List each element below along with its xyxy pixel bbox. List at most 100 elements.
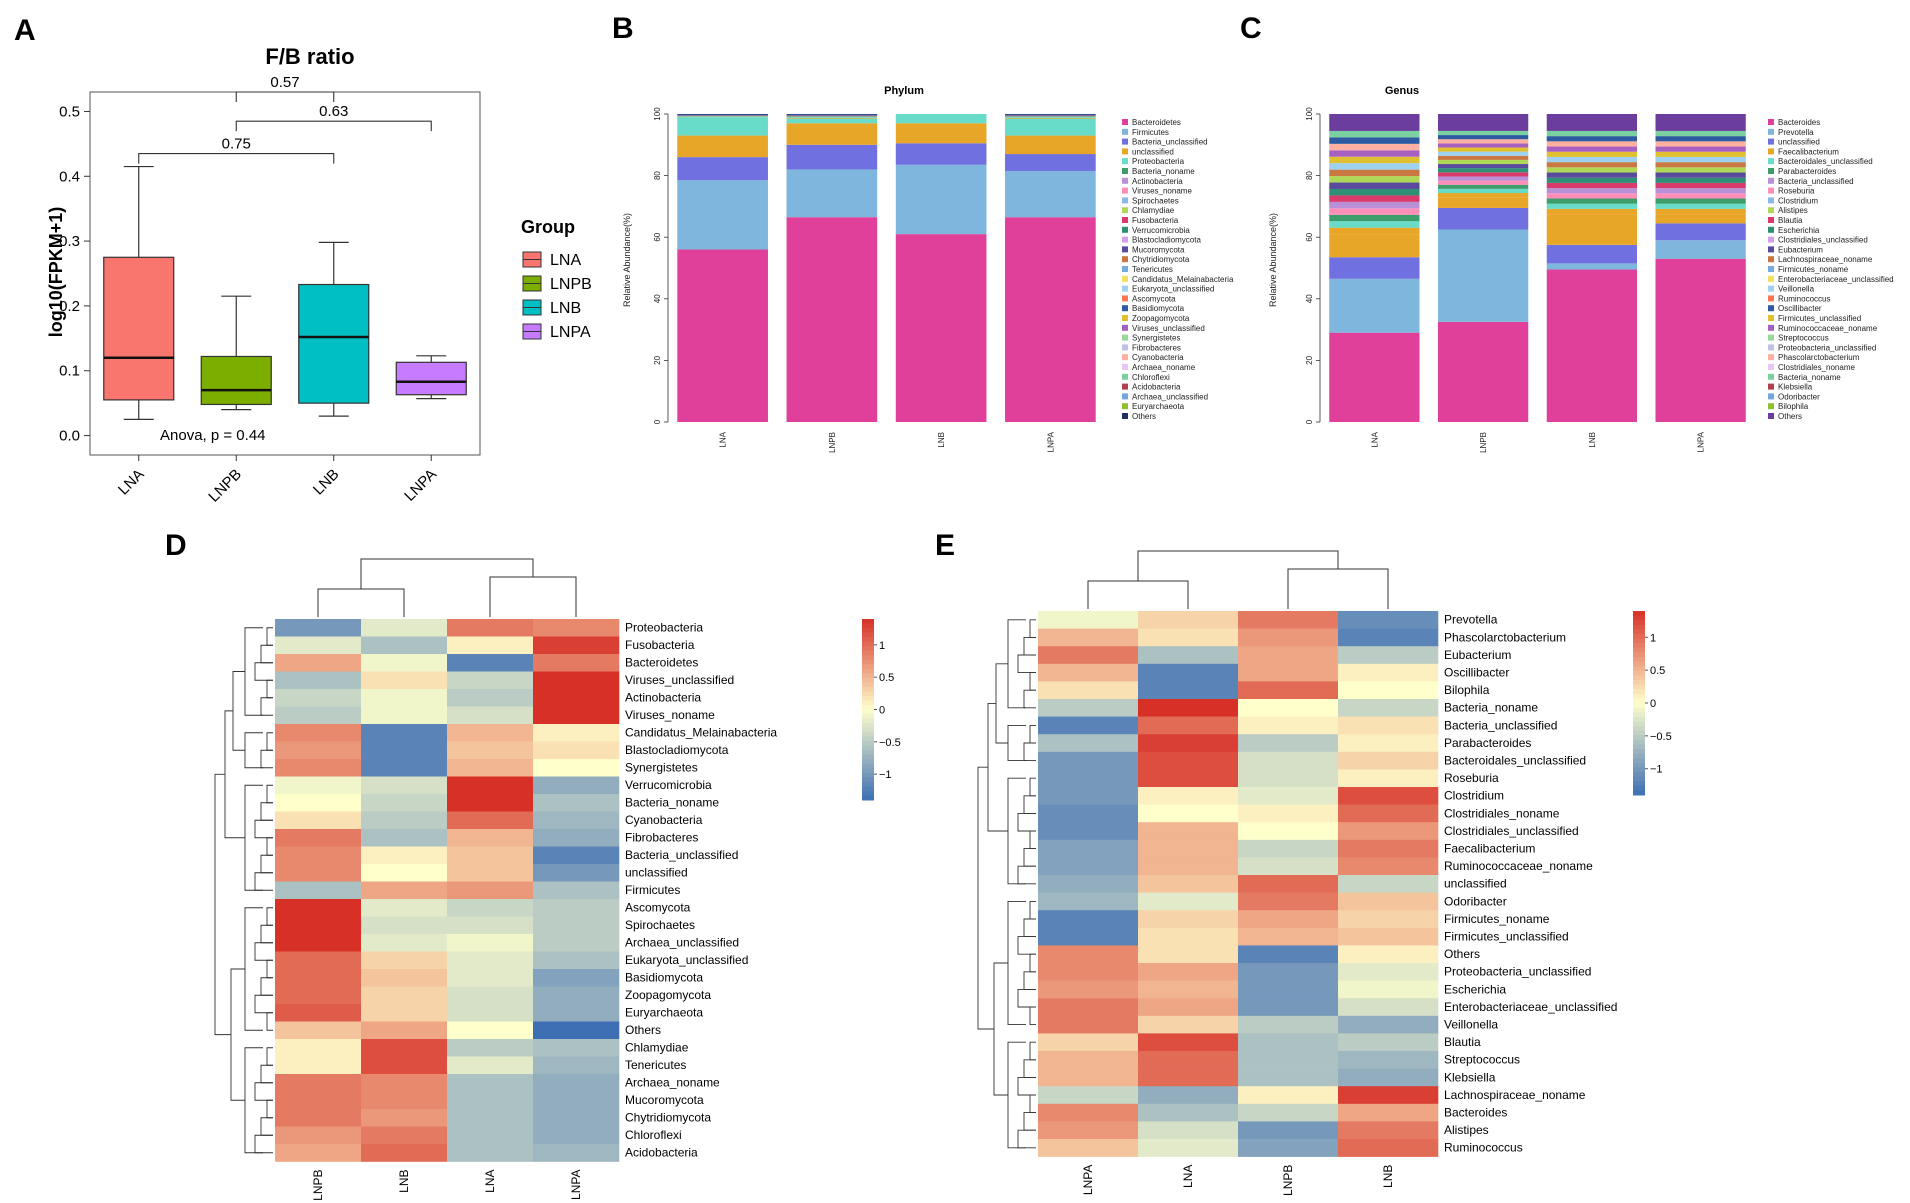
row-label: Bacteroidetes — [625, 656, 698, 670]
heatmap-cell — [1338, 1033, 1439, 1052]
bar-segment-others-part — [1329, 176, 1420, 183]
heatmap-cell — [1238, 611, 1339, 629]
colorbar-step — [1633, 661, 1645, 667]
row-dendrogram-branch — [266, 627, 273, 646]
column-dendrogram-branch — [489, 576, 577, 617]
panel-label-e: E — [935, 529, 955, 562]
legend-label: Others — [1778, 412, 1802, 421]
row-label: Viruses_unclassified — [625, 673, 734, 687]
legend-label: Bacteria_unclassified — [1132, 138, 1208, 147]
bar-segment-others-part — [1655, 141, 1746, 147]
legend-swatch — [1768, 334, 1774, 341]
colorbar-step — [1633, 735, 1645, 741]
row-dendrogram-branch — [977, 766, 994, 1030]
row-dendrogram-branch — [260, 977, 273, 996]
bar-segment-faecalibacterium — [1437, 197, 1529, 208]
row-dendrogram-branch — [987, 702, 1008, 832]
bar-segment-bacteroides — [1546, 269, 1638, 422]
y-tick-label: 40 — [1305, 294, 1314, 303]
row-dendrogram-branch — [1029, 724, 1036, 744]
legend-swatch — [1122, 207, 1128, 214]
legend-label: Bacteroidales_unclassified — [1778, 157, 1873, 166]
colorbar-step — [862, 732, 874, 738]
heatmap-cell — [1038, 769, 1139, 788]
bar-segment-others-part — [1655, 177, 1746, 183]
legend-swatch — [1768, 354, 1774, 361]
heatmap-cell — [447, 899, 534, 917]
bar-segment-others-part — [1329, 195, 1420, 202]
row-label: Eukaryota_unclassified — [625, 953, 748, 967]
heatmap-cell — [447, 794, 534, 812]
legend-label: Candidatus_Melainabacteria — [1132, 275, 1234, 284]
legend-label: Oscillibacter — [1778, 304, 1822, 313]
heatmap-cell — [447, 1126, 534, 1145]
bar-segment-others-part — [1655, 156, 1746, 163]
y-tick-label: 0.5 — [59, 103, 80, 120]
legend-swatch — [1122, 266, 1128, 272]
row-dendrogram-branch — [1017, 936, 1036, 955]
bar-segment-others-part — [1437, 176, 1529, 181]
legend-swatch — [1122, 128, 1128, 135]
legend-label: Mucoromycota — [1132, 245, 1185, 254]
row-label: Proteobacteria_unclassified — [1444, 965, 1591, 979]
legend-label: Bacteria_noname — [1778, 373, 1841, 382]
x-tick-label: LNA — [1370, 431, 1379, 447]
heatmap-cell — [533, 1126, 620, 1145]
bar-segment-others-part — [1655, 151, 1746, 157]
colorbar-step — [862, 718, 874, 724]
legend-label: Archaea_unclassified — [1132, 392, 1208, 401]
row-dendrogram-branch — [995, 663, 1008, 744]
legend-label: unclassified — [1132, 147, 1174, 156]
bar-segment-others-part — [1437, 188, 1529, 194]
column-label: LNB — [397, 1170, 411, 1193]
heatmap-cell — [275, 1126, 362, 1145]
panel-label-a: A — [14, 14, 36, 47]
heatmap-cell — [533, 1091, 620, 1110]
heatmap-cell — [1238, 663, 1339, 682]
heatmap-cell — [361, 1074, 448, 1092]
colorbar-label: −0.5 — [879, 737, 901, 749]
bar-segment-others-part — [1437, 143, 1529, 148]
row-label: Proteobacteria — [625, 621, 703, 635]
bar-segment-others-part — [1005, 115, 1096, 117]
row-label: Cyanobacteria — [625, 813, 703, 827]
legend-swatch — [1768, 373, 1774, 380]
column-label: LNPA — [569, 1170, 583, 1200]
anova-annotation: Anova, p = 0.44 — [160, 427, 266, 444]
heatmap-cell — [1238, 699, 1339, 717]
colorbar-step — [1633, 730, 1645, 736]
heatmap-cell — [1138, 927, 1239, 946]
legend-label: Firmicutes_unclassified — [1778, 314, 1861, 323]
heatmap-cell — [1138, 857, 1239, 876]
chart-title: Phylum — [884, 85, 924, 97]
row-label: Bacteroides — [1444, 1105, 1507, 1119]
bar-segment-others-part — [1005, 116, 1096, 118]
bar-segment-bacteria_unclassified — [786, 144, 878, 170]
panel-c-stacked-bar: Genus Relative Abundance(%) 0 20 40 60 80 100… — [1268, 85, 1894, 453]
row-dendrogram-branch — [260, 1064, 273, 1084]
heatmap-cell — [361, 654, 448, 672]
heatmap-cell — [447, 1021, 534, 1040]
colorbar-step — [862, 664, 874, 670]
heatmap-cell — [275, 759, 362, 777]
heatmap-cell — [1038, 927, 1139, 946]
heatmap-cell — [1138, 716, 1239, 735]
row-label: Bacteria_unclassified — [625, 848, 738, 862]
legend-swatch — [1768, 383, 1774, 390]
heatmap-cell — [1138, 1086, 1239, 1105]
heatmap-cell — [533, 1021, 620, 1040]
heatmap-cell — [447, 654, 534, 672]
y-tick-label: 0 — [1305, 419, 1314, 424]
row-dendrogram-branch — [244, 907, 263, 1031]
bar-segment-others-part — [1329, 169, 1420, 177]
heatmap-cell — [361, 969, 448, 987]
colorbar-step — [1633, 767, 1645, 773]
colorbar-step — [862, 795, 874, 801]
row-dendrogram-branch — [1017, 988, 1036, 1008]
legend-swatch — [1768, 285, 1774, 292]
chart-title: Genus — [1385, 85, 1419, 97]
heatmap-cell — [361, 1056, 448, 1075]
heatmap-cell — [1038, 681, 1139, 700]
colorbar-step — [862, 709, 874, 715]
colorbar-step — [862, 750, 874, 756]
